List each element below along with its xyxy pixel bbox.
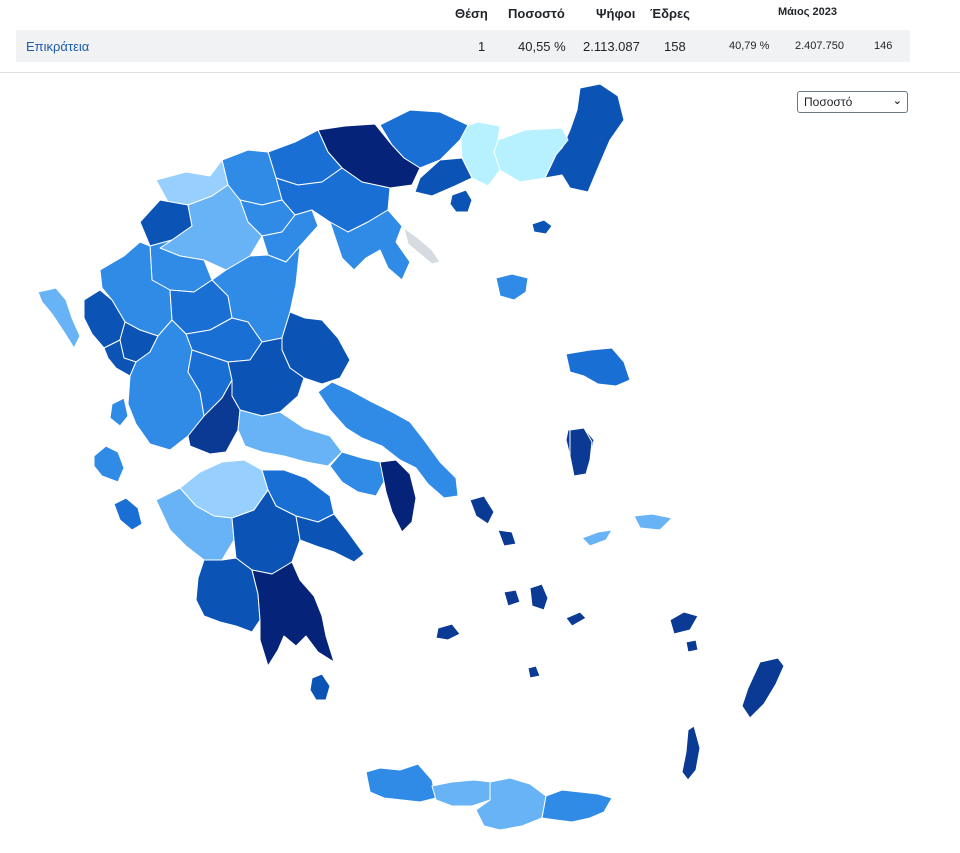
rank-value: 1: [478, 39, 486, 54]
region-karpathos[interactable]: [681, 725, 701, 781]
region-corfu[interactable]: [37, 287, 81, 349]
region-zakynthos[interactable]: [113, 497, 143, 531]
header-previous-election: Μάιος 2023: [778, 6, 837, 18]
region-attica-west[interactable]: [329, 451, 387, 497]
region-athos[interactable]: [403, 227, 441, 265]
region-andros[interactable]: [469, 495, 495, 525]
region-rhodes[interactable]: [741, 657, 785, 719]
region-kalymnos[interactable]: [669, 611, 699, 635]
region-kos[interactable]: [685, 639, 699, 653]
region-messinia[interactable]: [195, 557, 261, 633]
seats-value: 158: [664, 39, 686, 54]
region-tinos[interactable]: [497, 529, 517, 547]
region-evia[interactable]: [317, 381, 459, 499]
header-seats: Έδρες: [650, 6, 690, 21]
region-argolida[interactable]: [295, 513, 365, 563]
metric-select[interactable]: Ποσοστό ⌄: [797, 91, 908, 113]
region-lakonia[interactable]: [251, 561, 335, 667]
region-viotia[interactable]: [237, 409, 343, 467]
table-row[interactable]: [16, 30, 910, 62]
region-lesvos[interactable]: [565, 347, 631, 387]
region-chios[interactable]: [569, 427, 593, 477]
region-kythira[interactable]: [309, 673, 331, 701]
previous-votes-value: 2.407.750: [795, 40, 844, 52]
region-samothraki[interactable]: [531, 219, 553, 235]
region-attica-east[interactable]: [379, 459, 417, 533]
region-naxos[interactable]: [529, 583, 549, 611]
region-santorini[interactable]: [527, 665, 541, 679]
region-samos[interactable]: [633, 513, 673, 531]
region-evros[interactable]: [544, 83, 625, 193]
header-percent: Ποσοστό: [508, 6, 565, 21]
votes-value: 2.113.087: [583, 39, 640, 54]
region-milos[interactable]: [435, 623, 461, 641]
region-heraklion[interactable]: [475, 777, 547, 831]
previous-seats-value: 146: [874, 40, 893, 52]
metric-select-value: Ποσοστό: [804, 95, 853, 109]
region-amorgos[interactable]: [565, 611, 587, 627]
percent-value: 40,55 %: [518, 39, 566, 54]
previous-percent-value: 40,79 %: [729, 40, 770, 52]
region-rethymno[interactable]: [431, 779, 493, 807]
region-ikaria[interactable]: [581, 529, 613, 547]
region-link[interactable]: Επικράτεια: [26, 39, 90, 54]
region-lasithi[interactable]: [541, 789, 613, 823]
region-kefalonia[interactable]: [93, 445, 125, 483]
region-lefkada[interactable]: [109, 397, 129, 427]
region-kavala[interactable]: [414, 157, 473, 197]
greece-choropleth-map: [37, 83, 785, 831]
region-chania[interactable]: [365, 763, 437, 803]
region-thasos[interactable]: [449, 189, 473, 213]
region-paros[interactable]: [503, 589, 521, 607]
header-rank: Θέση: [455, 6, 488, 21]
header-votes: Ψήφοι: [596, 6, 636, 21]
region-arkadia[interactable]: [231, 489, 301, 575]
chevron-down-icon: ⌄: [892, 95, 902, 107]
region-chalkidiki[interactable]: [329, 209, 411, 281]
results-table: Θέση Ποσοστό Ψήφοι Έδρες Μάιος 2023 Επικ…: [0, 0, 960, 73]
region-lemnos[interactable]: [495, 273, 529, 301]
